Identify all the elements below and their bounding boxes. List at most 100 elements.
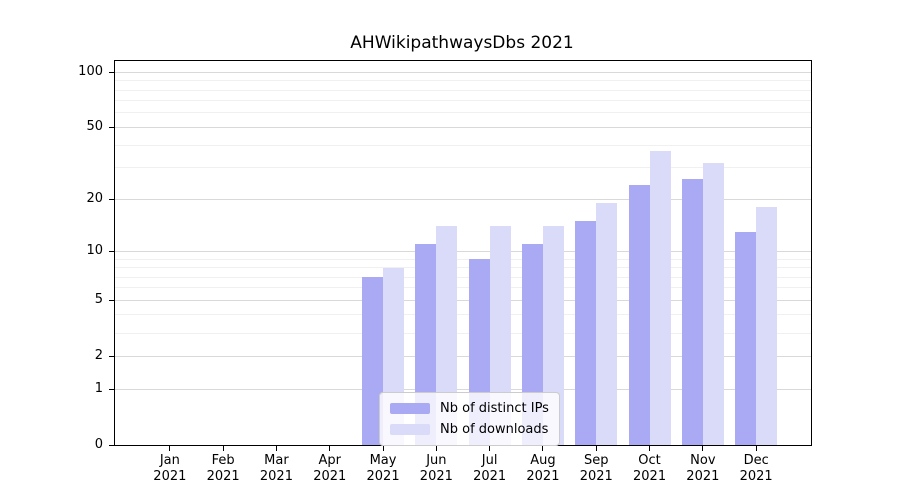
y-tick-mark (109, 444, 114, 446)
legend: Nb of distinct IPs Nb of downloads (379, 392, 560, 446)
legend-item-distinct-ips: Nb of distinct IPs (390, 399, 549, 418)
y-tick-mark (109, 250, 114, 252)
major-gridline (115, 299, 811, 301)
x-tick-mark (382, 446, 384, 451)
x-tick-month: Nov (690, 453, 716, 468)
x-tick-year: 2021 (366, 469, 400, 484)
legend-swatch-distinct-ips (390, 403, 430, 414)
legend-label-downloads: Nb of downloads (440, 422, 549, 437)
x-tick-mark (169, 446, 171, 451)
x-tick-label: May 2021 (351, 453, 415, 485)
bar-downloads (756, 207, 778, 445)
y-tick-label: 20 (86, 191, 103, 207)
x-tick-label: Nov 2021 (671, 453, 735, 485)
legend-label-distinct-ips: Nb of distinct IPs (440, 401, 549, 416)
minor-gridline (115, 276, 811, 278)
bar-distinct-ips (681, 178, 703, 445)
x-tick-label: Jul 2021 (458, 453, 522, 485)
y-tick-label: 100 (78, 64, 103, 80)
x-tick-year: 2021 (153, 469, 187, 484)
y-tick-mark (109, 198, 114, 200)
minor-gridline (115, 267, 811, 268)
major-gridline (115, 198, 811, 200)
chart-title: AHWikipathwaysDbs 2021 (350, 33, 574, 53)
x-tick-year: 2021 (686, 469, 720, 484)
x-tick-mark (275, 446, 277, 451)
x-tick-mark (649, 446, 651, 451)
x-tick-year: 2021 (313, 469, 347, 484)
minor-gridline (115, 167, 811, 169)
x-tick-label: Sep 2021 (564, 453, 628, 485)
y-tick-label: 1 (94, 381, 103, 396)
bar-distinct-ips (362, 277, 384, 445)
x-tick-mark (755, 446, 757, 451)
y-tick-label: 10 (86, 243, 103, 259)
x-tick-month: Oct (638, 453, 661, 468)
x-tick-label: Jun 2021 (404, 453, 468, 485)
x-tick-year: 2021 (259, 469, 293, 484)
x-tick-label: Aug 2021 (511, 453, 575, 485)
x-tick-month: Sep (583, 453, 609, 468)
legend-item-downloads: Nb of downloads (390, 420, 549, 439)
y-tick-label: 50 (86, 119, 103, 135)
bar-distinct-ips (628, 184, 650, 445)
minor-gridline (115, 100, 811, 102)
x-tick-year: 2021 (739, 469, 773, 484)
x-tick-year: 2021 (579, 469, 613, 484)
x-tick-year: 2021 (419, 469, 453, 484)
y-tick-label: 2 (94, 348, 103, 364)
x-tick-mark (702, 446, 704, 451)
bar-downloads (596, 203, 618, 445)
bar-downloads (702, 162, 724, 445)
x-tick-month: Jan (159, 453, 180, 468)
y-tick-label: 0 (94, 437, 103, 452)
x-tick-year: 2021 (206, 469, 240, 484)
major-gridline (115, 250, 811, 252)
minor-gridline (115, 80, 811, 82)
minor-gridline (115, 332, 811, 334)
legend-swatch-downloads (390, 424, 430, 435)
bar-distinct-ips (735, 231, 757, 445)
x-tick-month: Jul (481, 453, 498, 468)
x-tick-month: Jun (426, 453, 447, 468)
bar-downloads (489, 226, 511, 445)
x-tick-year: 2021 (633, 469, 667, 484)
bar-downloads (436, 226, 458, 445)
x-tick-mark (435, 446, 437, 451)
x-tick-month: Dec (743, 453, 769, 468)
x-tick-month: Aug (530, 453, 556, 468)
x-tick-mark (595, 446, 597, 451)
y-tick-mark (109, 388, 114, 390)
x-tick-mark (542, 446, 544, 451)
y-tick-mark (109, 299, 114, 301)
x-tick-label: Dec 2021 (724, 453, 788, 485)
minor-gridline (115, 314, 811, 316)
x-tick-mark (489, 446, 491, 451)
x-tick-label: Oct 2021 (618, 453, 682, 485)
x-tick-label: Apr 2021 (298, 453, 362, 485)
minor-gridline (115, 144, 811, 146)
minor-gridline (115, 89, 811, 91)
x-tick-month: Feb (211, 453, 235, 468)
y-tick-label: 5 (94, 292, 103, 308)
plot-area: Nb of distinct IPs Nb of downloads 0 1 2 5 1… (78, 60, 812, 484)
y-tick-mark (109, 71, 114, 73)
x-tick-label: Feb 2021 (191, 453, 255, 485)
x-tick-month: Mar (264, 453, 289, 468)
major-gridline (115, 355, 811, 357)
x-tick-year: 2021 (473, 469, 507, 484)
y-tick-mark (109, 355, 114, 357)
x-tick-year: 2021 (526, 469, 560, 484)
major-gridline (115, 388, 811, 390)
major-gridline (115, 71, 811, 73)
minor-gridline (115, 258, 811, 260)
y-tick-mark (109, 126, 114, 128)
major-gridline (115, 126, 811, 128)
x-tick-mark (329, 446, 331, 451)
x-tick-label: Jan 2021 (138, 453, 202, 485)
bar-downloads (542, 226, 564, 445)
x-tick-mark (222, 446, 224, 451)
minor-gridline (115, 287, 811, 289)
x-tick-month: May (369, 453, 397, 468)
